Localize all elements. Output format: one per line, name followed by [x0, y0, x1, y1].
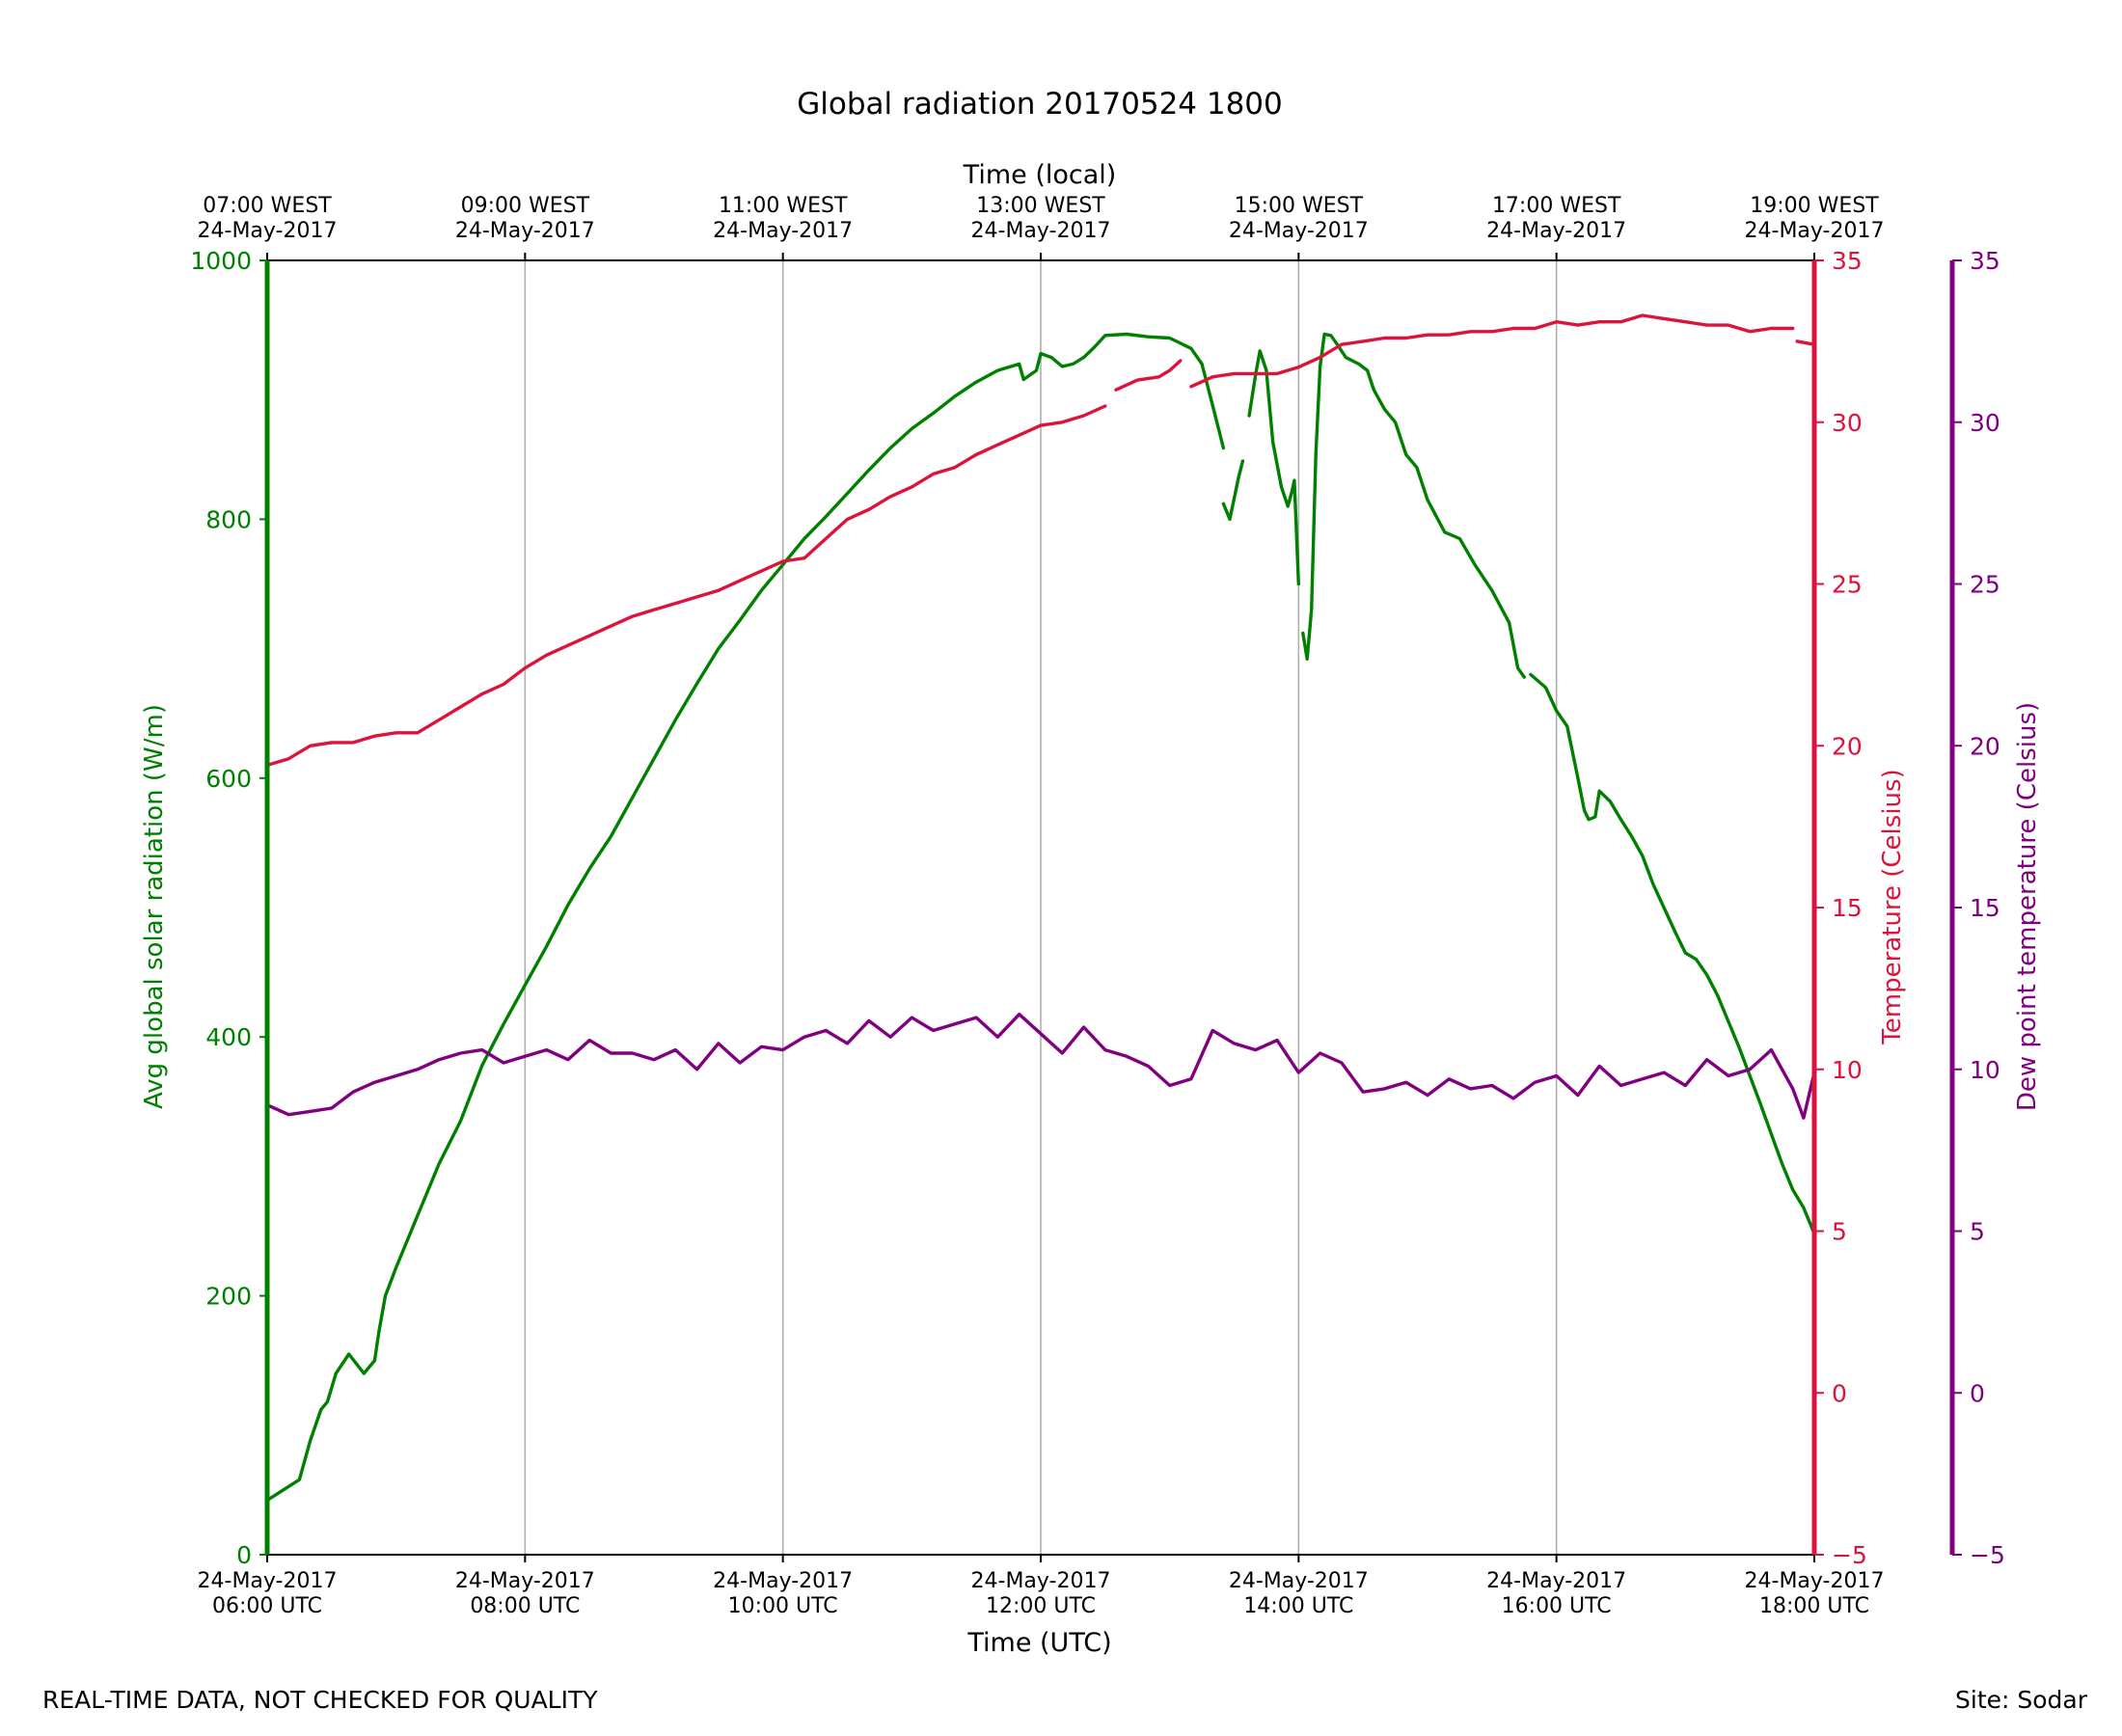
x-bottom-axis-label: Time (UTC) — [966, 1628, 1111, 1658]
y-left-tick-label: 1000 — [190, 247, 252, 275]
y-right-dewpoint-tick-label: 10 — [1970, 1056, 2000, 1084]
x-bottom-tick-label: 06:00 UTC — [212, 1594, 322, 1618]
y-right-dewpoint-tick-label: −5 — [1970, 1541, 2005, 1569]
x-top-tick-label: 15:00 WEST — [1235, 194, 1364, 218]
series-2-segment-3 — [1189, 313, 1795, 389]
y-right-temperature-tick-label: 35 — [1832, 247, 1863, 275]
y-right-temperature-tick-label: 20 — [1832, 732, 1863, 760]
series-2-segment-2 — [1114, 359, 1183, 392]
x-bottom-tick-label: 24-May-2017 — [713, 1569, 853, 1593]
series-1-segment-3 — [1247, 349, 1301, 586]
series-layer — [265, 313, 1816, 1503]
x-bottom-tick-label: 10:00 UTC — [728, 1594, 838, 1618]
series-3-segment-1 — [265, 1012, 1816, 1120]
x-top-tick-label: 07:00 WEST — [203, 194, 332, 218]
chart-title: Global radiation 20170524 1800 — [797, 87, 1283, 122]
x-top-tick-label: 24-May-2017 — [1745, 219, 1885, 243]
y-right-temperature-tick-label: 15 — [1832, 894, 1863, 922]
grid — [524, 260, 1558, 1555]
y-right-temperature-tick-label: 5 — [1832, 1218, 1847, 1246]
y-right-dewpoint-tick-label: 0 — [1970, 1379, 1985, 1407]
y-right-temperature-tick-label: 0 — [1832, 1379, 1847, 1407]
y-left-tick-label: 0 — [236, 1541, 252, 1569]
y-right-dewpoint-tick-label: 20 — [1970, 732, 2000, 760]
footer-disclaimer: REAL-TIME DATA, NOT CHECKED FOR QUALITY — [42, 1686, 598, 1714]
y-right-dewpoint-tick-label: 30 — [1970, 409, 2000, 437]
y-right-temperature-tick-label: −5 — [1832, 1541, 1867, 1569]
series-2-segment-1 — [265, 404, 1107, 768]
x-bottom-tick-label: 24-May-2017 — [1745, 1569, 1885, 1593]
y-left-axis-label: Avg global solar radiation (W/m) — [140, 704, 169, 1109]
y-right-temperature-tick-label: 10 — [1832, 1056, 1863, 1084]
x-bottom-tick-label: 24-May-2017 — [1229, 1569, 1369, 1593]
y-left-tick-label: 600 — [205, 765, 252, 793]
series-2-segment-4 — [1795, 339, 1816, 346]
x-top-tick-label: 13:00 WEST — [976, 194, 1105, 218]
x-bottom-tick-label: 24-May-2017 — [455, 1569, 595, 1593]
x-top-tick-label: 17:00 WEST — [1492, 194, 1621, 218]
x-bottom-tick-label: 12:00 UTC — [986, 1594, 1096, 1618]
y-right-temperature-tick-label: 25 — [1832, 571, 1863, 599]
series-1-segment-2 — [1221, 459, 1245, 522]
x-top-tick-label: 19:00 WEST — [1750, 194, 1879, 218]
x-top-tick-label: 24-May-2017 — [455, 219, 595, 243]
footer-site: Site: Sodar — [1955, 1686, 2087, 1714]
x-bottom-tick-label: 24-May-2017 — [971, 1569, 1111, 1593]
y-right-temperature-axis-label: Temperature (Celsius) — [1878, 769, 1907, 1044]
y-right-dewpoint-tick-label: 25 — [1970, 571, 2000, 599]
y-right-dewpoint-tick-label: 35 — [1970, 247, 2000, 275]
x-bottom-tick-label: 18:00 UTC — [1759, 1594, 1869, 1618]
x-bottom-tick-label: 24-May-2017 — [1486, 1569, 1626, 1593]
series-1-segment-1 — [265, 332, 1226, 1503]
y-left-tick-label: 400 — [205, 1023, 252, 1051]
x-bottom-tick-label: 14:00 UTC — [1243, 1594, 1353, 1618]
x-top-tick-label: 24-May-2017 — [713, 219, 853, 243]
x-top-tick-label: 24-May-2017 — [1229, 219, 1369, 243]
y-right-temperature-tick-label: 30 — [1832, 409, 1863, 437]
x-bottom-tick-label: 08:00 UTC — [470, 1594, 580, 1618]
y-left-tick-label: 200 — [205, 1283, 252, 1311]
x-top-tick-label: 11:00 WEST — [719, 194, 848, 218]
y-right-dewpoint-tick-label: 5 — [1970, 1218, 1985, 1246]
x-top-tick-label: 24-May-2017 — [198, 219, 338, 243]
x-top-tick-label: 09:00 WEST — [461, 194, 590, 218]
x-bottom-tick-label: 16:00 UTC — [1502, 1594, 1612, 1618]
x-top-tick-label: 24-May-2017 — [1486, 219, 1626, 243]
series-1-segment-4 — [1301, 332, 1527, 679]
x-bottom-tick-label: 24-May-2017 — [198, 1569, 338, 1593]
plot-frame — [264, 259, 1955, 1556]
x-top-axis-label: Time (local) — [963, 160, 1117, 190]
series-1-segment-5 — [1529, 672, 1816, 1235]
y-right-dewpoint-tick-label: 15 — [1970, 894, 2000, 922]
x-top-tick-label: 24-May-2017 — [971, 219, 1111, 243]
y-right-dewpoint-axis-label: Dew point temperature (Celsius) — [2013, 702, 2042, 1111]
y-left-tick-label: 800 — [205, 505, 252, 533]
